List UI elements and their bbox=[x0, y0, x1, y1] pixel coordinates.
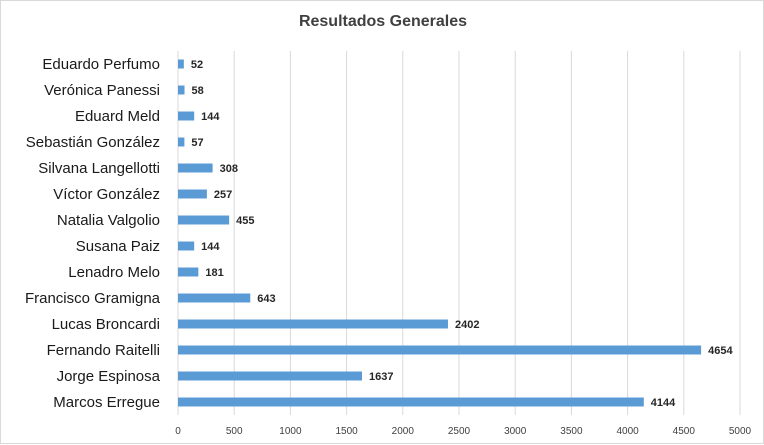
category-label: Natalia Valgolio bbox=[57, 212, 160, 229]
category-label: Susana Paiz bbox=[76, 238, 160, 255]
x-tick-label: 4000 bbox=[616, 426, 639, 437]
bar bbox=[178, 163, 213, 173]
data-label: 4654 bbox=[708, 345, 733, 357]
category-label: Eduard Meld bbox=[75, 108, 160, 125]
category-label: Marcos Erregue bbox=[53, 394, 160, 411]
category-label: Sebastián González bbox=[26, 134, 160, 151]
category-label: Lucas Broncardi bbox=[52, 316, 160, 333]
bar bbox=[178, 293, 251, 303]
bar bbox=[178, 371, 362, 381]
category-label: Víctor González bbox=[53, 186, 160, 203]
data-label: 2402 bbox=[455, 319, 479, 331]
data-label: 144 bbox=[201, 111, 220, 123]
category-label: Jorge Espinosa bbox=[57, 368, 161, 385]
x-tick-label: 3000 bbox=[504, 426, 527, 437]
x-tick-label: 0 bbox=[175, 426, 181, 437]
bar bbox=[178, 241, 195, 251]
bar bbox=[178, 111, 195, 121]
category-label: Francisco Gramigna bbox=[25, 290, 161, 307]
x-tick-label: 3500 bbox=[560, 426, 583, 437]
x-tick-label: 2000 bbox=[392, 426, 415, 437]
data-label: 144 bbox=[201, 241, 220, 253]
bar bbox=[178, 215, 230, 225]
bar bbox=[178, 397, 644, 407]
data-label: 257 bbox=[214, 189, 232, 201]
bar bbox=[178, 319, 448, 329]
bar bbox=[178, 85, 185, 95]
x-tick-label: 1000 bbox=[279, 426, 302, 437]
category-label: Fernando Raitelli bbox=[47, 342, 160, 359]
x-tick-label: 4500 bbox=[673, 426, 696, 437]
x-tick-label: 500 bbox=[226, 426, 243, 437]
bar bbox=[178, 189, 207, 199]
x-tick-label: 1500 bbox=[335, 426, 358, 437]
category-label: Eduardo Perfumo bbox=[42, 56, 160, 73]
bar bbox=[178, 59, 184, 69]
data-label: 52 bbox=[191, 59, 203, 71]
data-label: 57 bbox=[191, 137, 203, 149]
data-label: 455 bbox=[236, 215, 254, 227]
x-tick-label: 2500 bbox=[448, 426, 471, 437]
bar bbox=[178, 267, 199, 277]
category-label: Verónica Panessi bbox=[44, 82, 160, 99]
data-label: 1637 bbox=[369, 371, 393, 383]
data-label: 58 bbox=[192, 85, 204, 97]
bar bbox=[178, 345, 702, 355]
x-tick-label: 5000 bbox=[729, 426, 752, 437]
bar bbox=[178, 137, 185, 147]
data-label: 643 bbox=[257, 293, 275, 305]
category-label: Lenadro Melo bbox=[68, 264, 160, 281]
category-label: Silvana Langellotti bbox=[38, 160, 160, 177]
data-label: 181 bbox=[205, 267, 223, 279]
data-label: 4144 bbox=[651, 397, 676, 409]
data-label: 308 bbox=[220, 163, 238, 175]
chart-title: Resultados Generales bbox=[298, 13, 468, 30]
